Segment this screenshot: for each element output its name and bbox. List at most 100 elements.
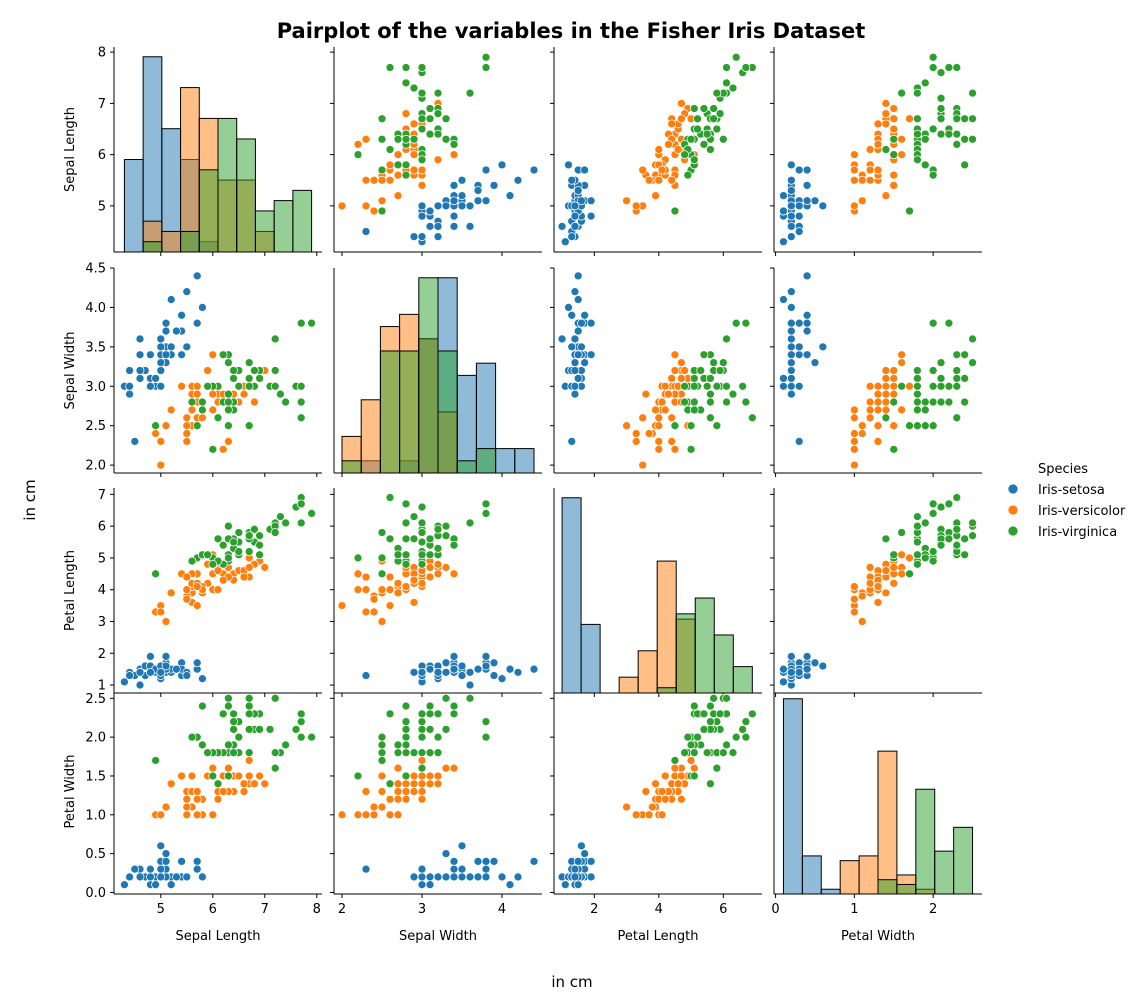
scatter-point-iris-setosa bbox=[135, 350, 145, 360]
scatter-point-iris-setosa bbox=[182, 342, 192, 352]
scatter-point-iris-versicolor bbox=[873, 381, 883, 391]
scatter-point-iris-versicolor bbox=[409, 165, 419, 175]
scatter-point-iris-virginica bbox=[203, 381, 212, 391]
scatter-point-iris-versicolor bbox=[873, 119, 883, 129]
scatter-point-iris-virginica bbox=[952, 140, 962, 149]
scatter-point-iris-setosa bbox=[497, 872, 507, 882]
scatter-point-iris-versicolor bbox=[857, 617, 867, 626]
scatter-point-iris-setosa bbox=[449, 196, 459, 206]
scatter-point-iris-virginica bbox=[722, 381, 731, 391]
scatter-point-iris-virginica bbox=[234, 732, 244, 742]
panel-petal-width-vs-sepal-length: 5 6 7 8 0.0 0.5 1.0 1.5 2.0 2.5 bbox=[85, 689, 322, 917]
scatter-point-iris-setosa bbox=[557, 334, 567, 344]
scatter-point-iris-setosa bbox=[802, 350, 812, 360]
scatter-point-iris-setosa bbox=[573, 880, 583, 890]
scatter-point-iris-virginica bbox=[401, 78, 411, 88]
scatter-point-iris-virginica bbox=[244, 547, 254, 556]
scatter-point-iris-virginica bbox=[968, 114, 977, 124]
panel-marks bbox=[561, 497, 753, 693]
scatter-point-iris-versicolor bbox=[337, 201, 347, 211]
scatter-point-iris-virginica bbox=[229, 717, 238, 726]
scatter-point-iris-versicolor bbox=[850, 150, 859, 159]
scatter-point-iris-versicolor bbox=[680, 366, 689, 375]
scatter-point-iris-virginica bbox=[913, 537, 922, 547]
scatter-point-iris-versicolor bbox=[377, 196, 387, 206]
scatter-point-iris-setosa bbox=[151, 880, 160, 890]
y-tick-label: 5 bbox=[98, 551, 106, 566]
scatter-point-iris-setosa bbox=[156, 358, 166, 367]
scatter-point-iris-virginica bbox=[913, 550, 922, 560]
scatter-point-iris-versicolor bbox=[166, 779, 176, 789]
scatter-point-iris-versicolor bbox=[385, 175, 395, 185]
scatter-point-iris-setosa bbox=[125, 389, 134, 399]
scatter-point-iris-versicolor bbox=[187, 405, 197, 415]
scatter-point-iris-virginica bbox=[913, 397, 922, 407]
scatter-point-iris-virginica bbox=[944, 397, 954, 407]
scatter-point-iris-setosa bbox=[580, 358, 589, 367]
scatter-point-iris-setosa bbox=[417, 211, 427, 221]
hist-bar-iris-virginica bbox=[475, 448, 497, 473]
scatter-point-iris-virginica bbox=[250, 366, 259, 375]
scatter-point-iris-versicolor bbox=[433, 779, 443, 789]
scatter-point-iris-virginica bbox=[889, 444, 899, 454]
scatter-point-iris-virginica bbox=[385, 534, 395, 544]
scatter-point-iris-virginica bbox=[686, 134, 696, 144]
scatter-point-iris-virginica bbox=[928, 509, 938, 518]
scatter-point-iris-versicolor bbox=[250, 397, 259, 407]
scatter-point-iris-virginica bbox=[928, 170, 938, 180]
scatter-point-iris-setosa bbox=[497, 160, 507, 170]
scatter-point-iris-setosa bbox=[818, 201, 828, 211]
scatter-point-iris-versicolor bbox=[644, 810, 654, 820]
scatter-point-iris-versicolor bbox=[182, 421, 192, 431]
scatter-point-iris-virginica bbox=[936, 374, 946, 383]
scatter-point-iris-virginica bbox=[944, 63, 954, 72]
scatter-point-iris-virginica bbox=[952, 129, 962, 139]
scatter-point-iris-versicolor bbox=[873, 582, 883, 591]
scatter-point-iris-versicolor bbox=[409, 598, 419, 607]
scatter-point-iris-setosa bbox=[156, 864, 166, 874]
scatter-point-iris-versicolor bbox=[433, 771, 443, 781]
y-tick-label: 2 bbox=[98, 647, 106, 662]
scatter-point-iris-virginica bbox=[449, 540, 459, 550]
scatter-point-iris-setosa bbox=[449, 211, 459, 221]
scatter-point-iris-versicolor bbox=[409, 771, 419, 781]
scatter-point-iris-versicolor bbox=[239, 572, 249, 582]
scatter-point-iris-versicolor bbox=[417, 794, 427, 804]
hist-bar-iris-virginica bbox=[896, 883, 917, 894]
scatter-point-iris-virginica bbox=[481, 499, 491, 509]
scatter-point-iris-versicolor bbox=[224, 763, 233, 773]
scatter-point-iris-setosa bbox=[441, 849, 451, 858]
scatter-point-iris-versicolor bbox=[369, 810, 379, 820]
panel-petal-width-vs-sepal-width: 2 3 4 bbox=[330, 689, 542, 917]
scatter-point-iris-virginica bbox=[393, 740, 403, 750]
scatter-point-iris-virginica bbox=[936, 358, 946, 367]
scatter-point-iris-setosa bbox=[786, 222, 796, 231]
scatter-point-iris-virginica bbox=[229, 366, 238, 375]
scatter-point-iris-versicolor bbox=[208, 350, 218, 360]
scatter-point-iris-setosa bbox=[161, 661, 171, 671]
scatter-point-iris-versicolor bbox=[667, 413, 677, 423]
scatter-point-iris-versicolor bbox=[385, 572, 395, 582]
scatter-point-iris-versicolor bbox=[641, 389, 651, 399]
panel-petal-width-vs-petal-width: 0 1 2 bbox=[771, 689, 982, 917]
scatter-point-iris-setosa bbox=[161, 849, 171, 858]
legend-title: Species bbox=[1038, 462, 1088, 477]
scatter-point-iris-virginica bbox=[409, 534, 419, 544]
scatter-point-iris-virginica bbox=[425, 550, 435, 560]
scatter-point-iris-setosa bbox=[786, 318, 796, 328]
scatter-point-iris-virginica bbox=[699, 350, 709, 360]
scatter-point-iris-virginica bbox=[913, 381, 922, 391]
panel-marks bbox=[337, 493, 539, 690]
scatter-point-iris-setosa bbox=[577, 318, 586, 328]
scatter-point-iris-versicolor bbox=[644, 429, 654, 438]
scatter-point-iris-versicolor bbox=[850, 444, 859, 454]
scatter-point-iris-virginica bbox=[738, 381, 748, 391]
scatter-point-iris-versicolor bbox=[664, 389, 673, 399]
scatter-point-iris-virginica bbox=[718, 358, 728, 367]
scatter-point-iris-virginica bbox=[722, 334, 731, 344]
scatter-point-iris-versicolor bbox=[857, 175, 867, 185]
scatter-point-iris-virginica bbox=[187, 397, 197, 407]
scatter-point-iris-virginica bbox=[960, 160, 970, 170]
scatter-point-iris-virginica bbox=[747, 709, 757, 719]
scatter-point-iris-virginica bbox=[689, 701, 699, 711]
